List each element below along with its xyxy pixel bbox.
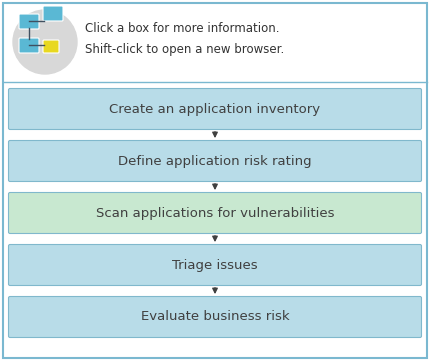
Text: Define application risk rating: Define application risk rating xyxy=(118,155,312,168)
FancyBboxPatch shape xyxy=(9,244,421,286)
FancyBboxPatch shape xyxy=(43,6,63,21)
FancyBboxPatch shape xyxy=(9,192,421,234)
FancyBboxPatch shape xyxy=(43,40,59,53)
Text: Create an application inventory: Create an application inventory xyxy=(110,103,320,116)
FancyBboxPatch shape xyxy=(9,140,421,182)
Circle shape xyxy=(13,10,77,74)
Text: Evaluate business risk: Evaluate business risk xyxy=(141,310,289,323)
FancyBboxPatch shape xyxy=(9,296,421,338)
Text: Click a box for more information.: Click a box for more information. xyxy=(85,22,280,35)
Text: Shift-click to open a new browser.: Shift-click to open a new browser. xyxy=(85,43,284,57)
FancyBboxPatch shape xyxy=(19,38,39,53)
FancyBboxPatch shape xyxy=(19,14,39,29)
Text: Triage issues: Triage issues xyxy=(172,258,258,271)
Text: Scan applications for vulnerabilities: Scan applications for vulnerabilities xyxy=(96,206,334,219)
FancyBboxPatch shape xyxy=(9,88,421,130)
